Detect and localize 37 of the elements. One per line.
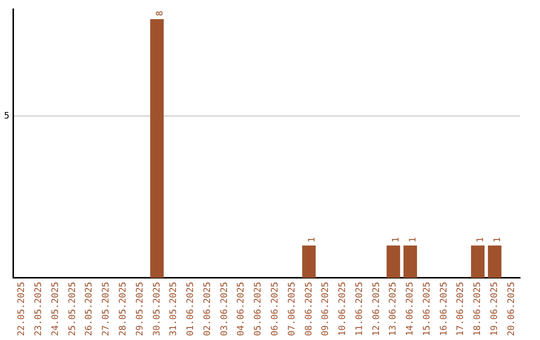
x-tick-label: 17.06.2025 [456,282,466,336]
x-tick-label: 29.05.2025 [135,282,146,336]
x-tick-label: 18.06.2025 [473,282,484,336]
y-tick-label: 5 [4,111,10,122]
data-label: 1 [493,237,504,242]
x-tick-label: 24.05.2025 [50,282,61,336]
x-tick-label: 28.05.2025 [118,282,129,336]
x-tick-label: 30.05.2025 [152,282,162,336]
data-label: 1 [476,237,486,242]
x-tick-label: 25.05.2025 [68,282,78,336]
x-tick-label: 14.06.2025 [406,282,416,336]
x-tick-label: 16.06.2025 [439,282,450,336]
x-tick-label: 12.06.2025 [372,282,382,336]
x-tick-label: 06.06.2025 [270,282,280,336]
x-tick-label: 04.06.2025 [236,282,247,336]
x-tick-label: 11.06.2025 [354,282,365,336]
x-tick-label: 07.06.2025 [287,282,298,336]
x-tick-label: 13.06.2025 [388,282,399,336]
x-tick-label: 20.06.2025 [506,282,517,336]
x-tick-label: 08.06.2025 [304,282,314,336]
data-label: 8 [155,10,166,16]
x-tick-label: 19.06.2025 [490,282,500,336]
x-tick-label: 01.06.2025 [186,282,196,336]
data-label: 1 [392,237,402,242]
x-tick-label: 05.06.2025 [254,282,264,336]
x-tick-label: 09.06.2025 [321,282,332,336]
x-tick-label: 10.06.2025 [338,282,348,336]
x-tick-label: 03.06.2025 [220,282,230,336]
x-tick-label: 15.06.2025 [422,282,432,336]
x-tick-label: 02.06.2025 [202,282,213,336]
data-label: 1 [307,237,318,242]
x-tick-label: 27.05.2025 [102,282,112,336]
data-label: 1 [408,237,419,242]
x-tick-label: 26.05.2025 [84,282,95,336]
x-tick-label: 22.05.2025 [17,282,28,336]
x-tick-label: 31.05.2025 [169,282,180,336]
x-tick-label: 23.05.2025 [34,282,44,336]
